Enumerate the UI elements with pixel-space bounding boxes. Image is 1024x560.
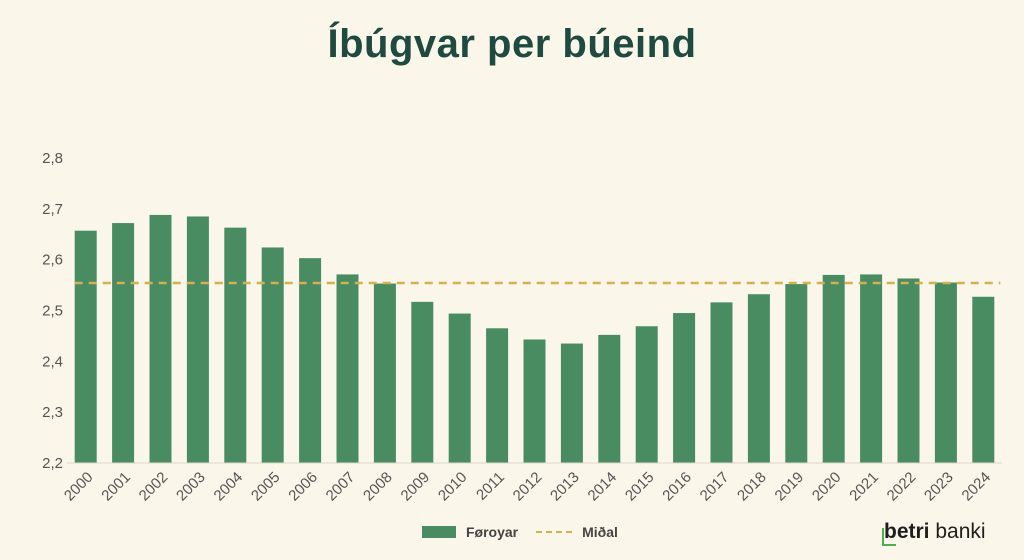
brand-logo-rest: banki [929,520,986,543]
bar [860,274,883,463]
bar [560,343,583,463]
x-tick-label: 2016 [659,469,695,505]
x-tick-label: 2009 [398,469,434,505]
bar [822,274,845,463]
brand-logo: betri banki [884,520,986,544]
bar [261,247,284,463]
bar [598,334,621,463]
y-tick-label: 2,6 [42,252,63,269]
bar [897,278,920,463]
bar [149,214,172,463]
x-tick-label: 2003 [173,469,209,505]
bar [710,302,733,463]
x-tick-label: 2021 [846,469,882,505]
y-tick-label: 2,5 [42,303,63,320]
bar [224,227,247,463]
x-tick-label: 2010 [435,469,471,505]
bar [299,258,322,463]
bar [112,223,135,463]
bar [448,313,471,463]
legend-bar-swatch [422,526,456,538]
x-tick-label: 2007 [323,469,359,505]
legend-mean-swatch [536,531,573,533]
y-tick-label: 2,3 [42,404,63,421]
x-tick-label: 2011 [473,469,508,504]
bar [972,296,995,463]
bar [373,283,396,463]
x-tick-label: 2002 [136,469,172,505]
x-tick-label: 2017 [697,469,733,505]
x-tick-label: 2004 [211,469,247,505]
x-tick-label: 2015 [622,469,658,505]
bar [336,274,359,463]
x-tick-label: 2024 [959,469,995,505]
chart-title: Íbúgvar per búeind [327,22,697,66]
legend-mean-label: Miðal [582,524,618,540]
x-tick-label: 2013 [547,469,583,505]
bar [74,230,97,463]
legend-bar-label: Føroyar [466,524,519,540]
y-tick-label: 2,8 [42,150,63,167]
x-tick-label: 2005 [248,469,284,505]
bar [673,313,696,463]
bar [523,339,546,463]
bar [411,301,434,463]
x-tick-label: 2000 [61,469,97,505]
legend: Føroyar Miðal [422,524,618,540]
x-tick-label: 2022 [884,469,920,505]
x-tick-label: 2023 [921,469,957,505]
x-tick-label: 2014 [585,469,621,505]
bar [785,284,808,463]
x-tick-label: 2018 [734,469,770,505]
x-tick-label: 2019 [772,469,808,505]
x-tick-label: 2020 [809,469,845,505]
bar [186,216,209,463]
bar [934,282,957,463]
bar [486,328,509,463]
x-tick-label: 2008 [360,469,396,505]
bar [747,294,770,463]
y-tick-label: 2,4 [42,353,63,370]
x-tick-label: 2001 [98,469,134,505]
bar [635,326,658,463]
y-tick-label: 2,2 [42,455,63,472]
x-tick-label: 2012 [510,469,546,505]
brand-mark-icon [882,528,896,546]
y-tick-label: 2,7 [42,201,63,218]
x-tick-label: 2006 [285,469,321,505]
brand-logo-bold: betri [884,520,930,543]
